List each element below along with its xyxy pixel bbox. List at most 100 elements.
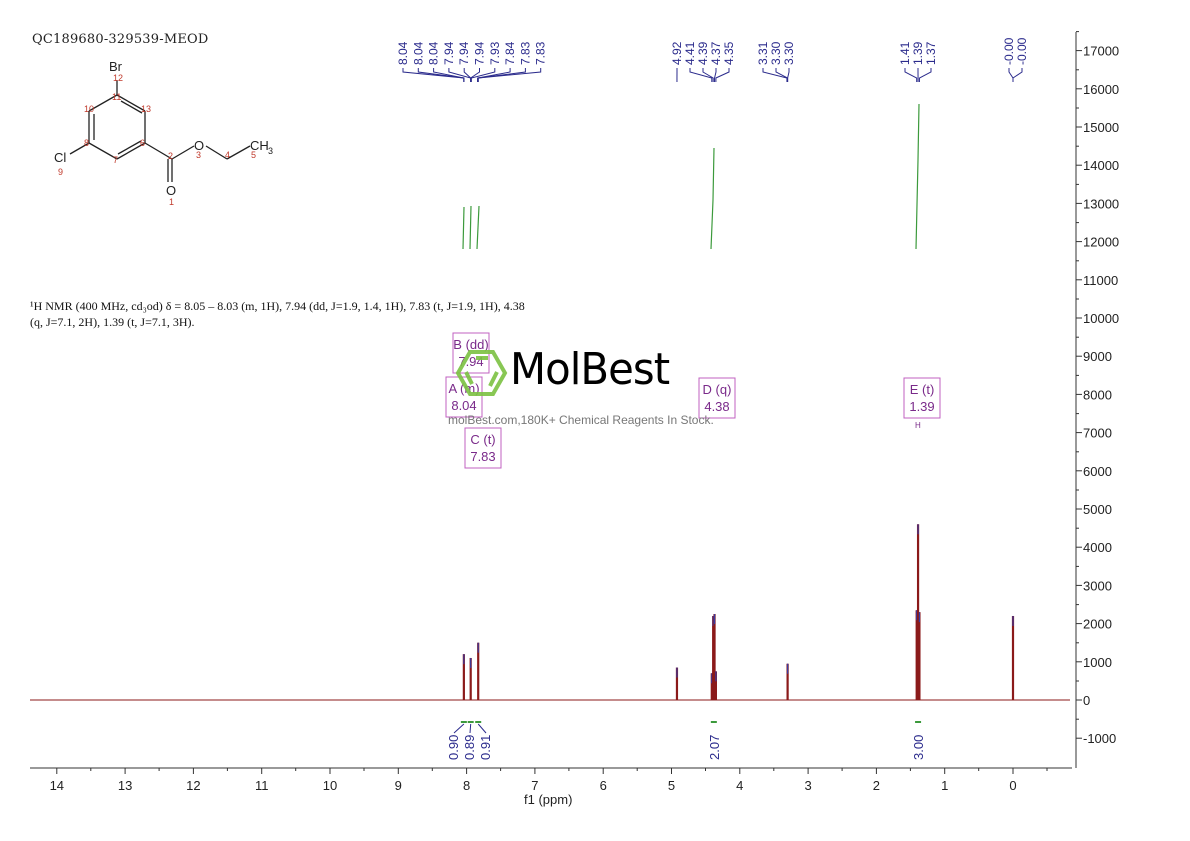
svg-text:13: 13: [141, 104, 151, 114]
svg-text:11: 11: [112, 92, 121, 102]
y-tick-label: 8000: [1083, 387, 1112, 402]
y-tick-label: 16000: [1083, 82, 1119, 97]
peak-shift-label: 7.83: [518, 41, 532, 65]
y-tick-label: 11000: [1083, 273, 1118, 288]
nmr-description-line2: (q, J=7.1, 2H), 1.39 (t, J=7.1, 3H).: [30, 315, 195, 329]
x-tick-label: 9: [395, 778, 402, 793]
peak-shift-label: 1.41: [898, 41, 912, 65]
peak-shift-label: 8.04: [427, 41, 441, 65]
svg-text:8: 8: [84, 138, 89, 148]
y-tick-label: 5000: [1083, 502, 1112, 517]
peak-labels-aliphatic: 4.92 4.41 4.39 4.37 4.35 3.31 3.30 3.30 1.41 1.39…: [670, 37, 1029, 65]
x-axis: 14 13 12 11 10 9 8 7 6 5 4 3 2 1 0: [30, 767, 1072, 793]
x-tick-label: 0: [1009, 778, 1016, 793]
integral-value: 0.91: [478, 735, 493, 760]
peak-shift-label: 7.94: [457, 41, 471, 65]
nmr-description-line1: ¹H NMR (400 MHz, cd₃od) δ = 8.05 – 8.03 …: [30, 299, 525, 313]
peak-shift-label: 8.04: [396, 41, 410, 65]
chemical-structure: [69, 80, 251, 182]
svg-text:D (q): D (q): [703, 382, 732, 397]
x-tick-label: 3: [804, 778, 811, 793]
y-tick-label: 13000: [1083, 196, 1119, 211]
y-tick-label: 9000: [1083, 349, 1112, 364]
peak-shift-label: 3.31: [756, 41, 770, 65]
x-tick-label: 10: [323, 778, 337, 793]
y-tick-label: -1000: [1083, 731, 1116, 746]
svg-text:H: H: [915, 421, 921, 430]
multiplet-label-C: C (t) 7.83: [464, 427, 502, 469]
peak-shift-label: 4.92: [670, 41, 684, 65]
y-tick-label: 3000: [1083, 578, 1112, 593]
svg-text:4: 4: [225, 150, 230, 160]
y-tick-label: 7000: [1083, 426, 1112, 441]
svg-text:CH: CH: [250, 138, 269, 153]
peak-shift-label: 7.83: [534, 41, 548, 65]
x-tick-label: 2: [873, 778, 880, 793]
svg-text:O: O: [194, 138, 204, 153]
spectrum-trace: [30, 524, 1070, 701]
y-tick-label: 12000: [1083, 235, 1119, 250]
svg-text:9: 9: [58, 167, 63, 177]
x-tick-label: 4: [736, 778, 743, 793]
svg-text:B (dd): B (dd): [453, 337, 488, 352]
molbest-logo-icon: [455, 350, 508, 396]
integral-value: 2.07: [707, 735, 722, 760]
svg-text:C (t): C (t): [470, 432, 495, 447]
x-axis-label: f1 (ppm): [524, 792, 573, 807]
y-tick-label: 4000: [1083, 540, 1112, 555]
structure-atom-labels: Br Cl O O CH 3: [54, 59, 273, 198]
svg-text:Br: Br: [109, 59, 123, 74]
svg-text:12: 12: [113, 73, 123, 83]
svg-text:7: 7: [113, 155, 118, 165]
integral-value: 3.00: [911, 735, 926, 760]
svg-text:Cl: Cl: [54, 150, 66, 165]
svg-text:3: 3: [196, 150, 201, 160]
y-tick-label: 2000: [1083, 617, 1112, 632]
peak-shift-label: 1.37: [924, 41, 938, 65]
y-axis: -1000 0 1000 2000 3000 4000 5000 6000 7000 8000 90…: [1075, 31, 1119, 768]
svg-text:5: 5: [251, 150, 256, 160]
peak-labels-aromatic: 8.04 8.04 8.04 7.94 7.94 7.94 7.93 7.84 7.83 7.83: [396, 41, 548, 65]
watermark-brand: MolBest: [510, 344, 670, 395]
peak-shift-label: 8.04: [411, 41, 425, 65]
structure-atom-numbers: 12 11 13 10 8 6 7 9 2 3 4 5 1: [58, 73, 256, 207]
svg-text:4.38: 4.38: [704, 399, 729, 414]
integral-curves: [462, 103, 920, 250]
peak-shift-label: 7.84: [503, 41, 517, 65]
peak-shift-label: 3.30: [769, 41, 783, 65]
nmr-description: ¹H NMR (400 MHz, cd₃od) δ = 8.05 – 8.03 …: [30, 298, 610, 330]
svg-text:10: 10: [84, 104, 94, 114]
y-tick-label: 0: [1083, 693, 1090, 708]
x-tick-label: 12: [186, 778, 200, 793]
peak-shift-label: 7.93: [488, 41, 502, 65]
x-tick-label: 8: [463, 778, 470, 793]
svg-text:3: 3: [268, 146, 273, 156]
x-tick-label: 6: [600, 778, 607, 793]
y-tick-label: 10000: [1083, 311, 1119, 326]
x-tick-label: 5: [668, 778, 675, 793]
svg-text:O: O: [166, 183, 176, 198]
peak-shift-label: -0.00: [1015, 37, 1029, 65]
svg-text:7.83: 7.83: [470, 449, 495, 464]
integral-value: 0.89: [462, 735, 477, 760]
peak-shift-label: 7.94: [473, 41, 487, 65]
x-tick-label: 13: [118, 778, 132, 793]
svg-text:1: 1: [169, 197, 174, 207]
y-tick-label: 14000: [1083, 158, 1119, 173]
watermark-tagline: molBest.com,180K+ Chemical Reagents In S…: [448, 413, 714, 427]
peak-shift-label: 3.30: [782, 41, 796, 65]
sample-id: QC189680-329539-MEOD: [32, 32, 209, 47]
y-tick-label: 1000: [1083, 655, 1112, 670]
svg-text:6: 6: [140, 138, 145, 148]
svg-text:8.04: 8.04: [451, 398, 476, 413]
integral-value: 0.90: [446, 735, 461, 760]
peak-shift-label: 4.41: [683, 41, 697, 65]
integral-labels: 0.90 0.89 0.91 2.07 3.00: [446, 721, 926, 760]
peak-shift-label: 7.94: [442, 41, 456, 65]
multiplet-label-D: D (q) 4.38: [698, 377, 736, 419]
svg-text:E (t): E (t): [910, 382, 935, 397]
peak-label-connectors: [402, 68, 1023, 82]
peak-shift-label: 4.37: [709, 41, 723, 65]
x-tick-label: 11: [255, 778, 269, 793]
peak-shift-label: 4.39: [696, 41, 710, 65]
